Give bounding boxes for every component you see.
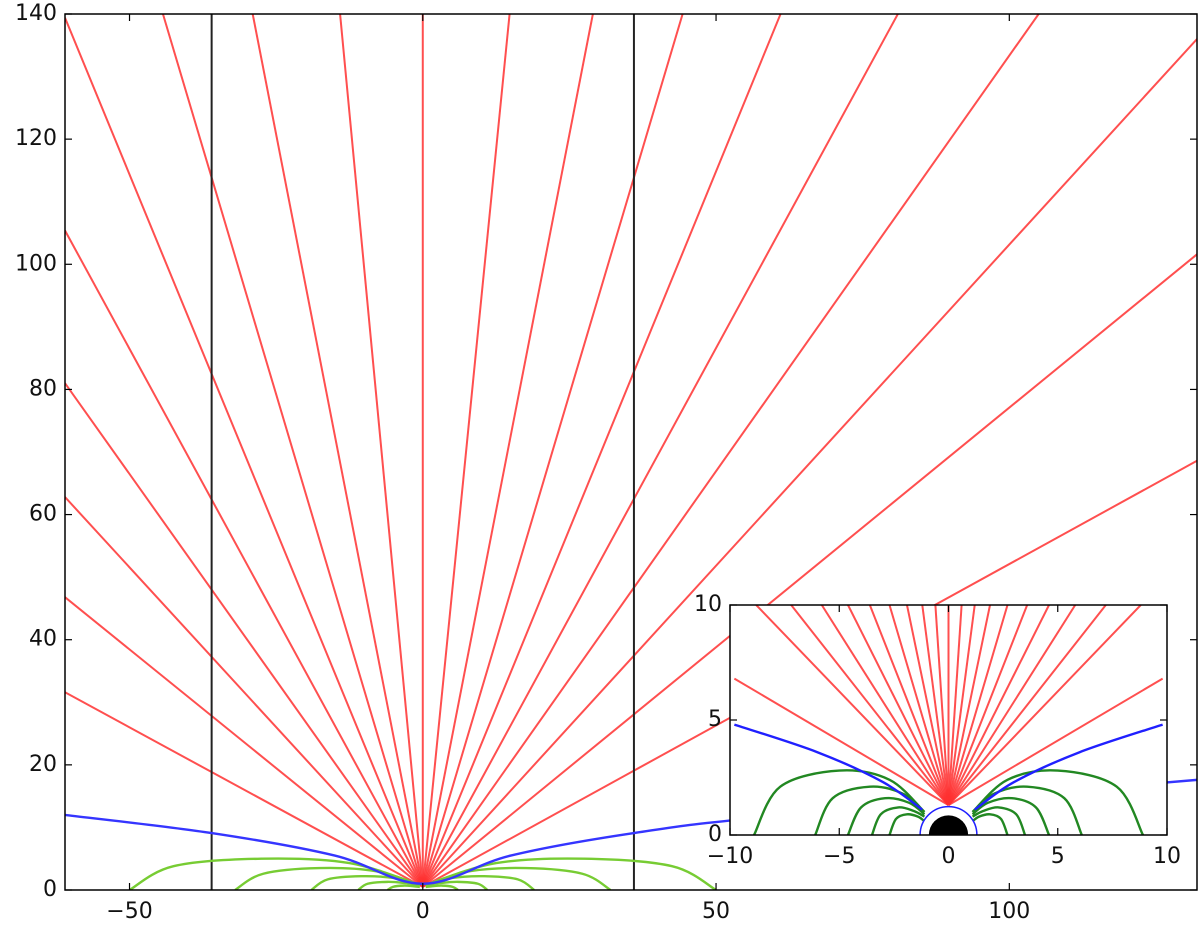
x-tick-label: 0: [416, 899, 430, 924]
green-field-line: [971, 769, 1145, 835]
green-field-line: [814, 785, 926, 835]
red-field-line: [161, 14, 424, 888]
red-field-line: [921, 605, 950, 806]
x-tick-label: −10: [707, 844, 753, 869]
red-field-line: [947, 605, 963, 806]
red-field-line: [906, 605, 950, 806]
y-tick-label: 0: [708, 822, 722, 847]
red-field-line: [65, 596, 424, 888]
green-field-line: [846, 796, 926, 835]
red-field-line: [947, 605, 1142, 806]
red-field-line: [65, 382, 424, 888]
red-field-line: [947, 605, 976, 806]
green-field-line: [752, 769, 926, 835]
y-tick-label: 20: [29, 752, 57, 777]
red-field-line: [733, 677, 950, 806]
y-tick-label: 100: [15, 251, 57, 276]
red-field-line: [421, 14, 899, 888]
green-field-line: [971, 796, 1051, 835]
x-tick-label: 10: [1153, 844, 1181, 869]
red-field-line: [947, 605, 1077, 806]
red-field-line: [65, 691, 424, 888]
red-field-line: [65, 230, 424, 888]
red-field-line: [790, 605, 950, 806]
x-tick-label: −5: [823, 844, 855, 869]
green-field-line: [425, 866, 612, 890]
red-field-line: [65, 17, 424, 888]
blue-separatrix: [733, 723, 1164, 811]
x-tick-label: 5: [1051, 844, 1065, 869]
green-field-line: [971, 785, 1083, 835]
red-field-line: [421, 14, 594, 888]
red-field-line: [755, 605, 950, 806]
y-tick-label: 120: [15, 126, 57, 151]
red-field-line: [422, 253, 1197, 888]
x-tick-label: 100: [988, 899, 1030, 924]
x-tick-label: −50: [106, 899, 152, 924]
x-tick-label: 50: [702, 899, 730, 924]
red-field-line: [947, 677, 1164, 806]
y-tick-label: 40: [29, 627, 57, 652]
plot-area: [733, 605, 1164, 835]
red-field-line: [947, 605, 1029, 806]
red-field-line: [421, 14, 684, 888]
plot-area: [65, 14, 1197, 890]
red-field-line: [421, 14, 782, 888]
red-field-line: [421, 14, 1040, 888]
red-field-line: [421, 14, 511, 887]
red-field-line: [820, 605, 950, 806]
red-field-line: [934, 605, 950, 806]
green-field-line: [971, 813, 1009, 835]
x-tick-label: 0: [942, 844, 956, 869]
red-field-line: [422, 38, 1197, 888]
green-field-line: [386, 884, 420, 890]
red-field-line: [947, 605, 1009, 806]
axes-frame: [64, 13, 1198, 891]
red-field-line: [947, 605, 1107, 806]
y-tick-label: 80: [29, 376, 57, 401]
y-tick-label: 5: [708, 707, 722, 732]
red-field-line: [339, 14, 424, 887]
red-field-line: [947, 605, 1050, 806]
green-field-line: [234, 866, 421, 890]
red-field-line: [868, 605, 950, 806]
green-field-line: [971, 806, 1027, 835]
green-field-line: [425, 884, 459, 890]
y-tick-label: 10: [694, 592, 722, 617]
y-tick-label: 0: [43, 877, 57, 902]
disk: [928, 815, 969, 835]
green-field-line: [888, 813, 926, 835]
green-field-line: [870, 806, 926, 835]
red-field-line: [888, 605, 950, 806]
y-tick-label: 140: [15, 1, 57, 26]
red-field-line: [65, 496, 424, 888]
y-tick-label: 60: [29, 502, 57, 527]
red-field-line: [251, 14, 424, 888]
red-field-line: [847, 605, 950, 806]
red-field-line: [947, 605, 991, 806]
